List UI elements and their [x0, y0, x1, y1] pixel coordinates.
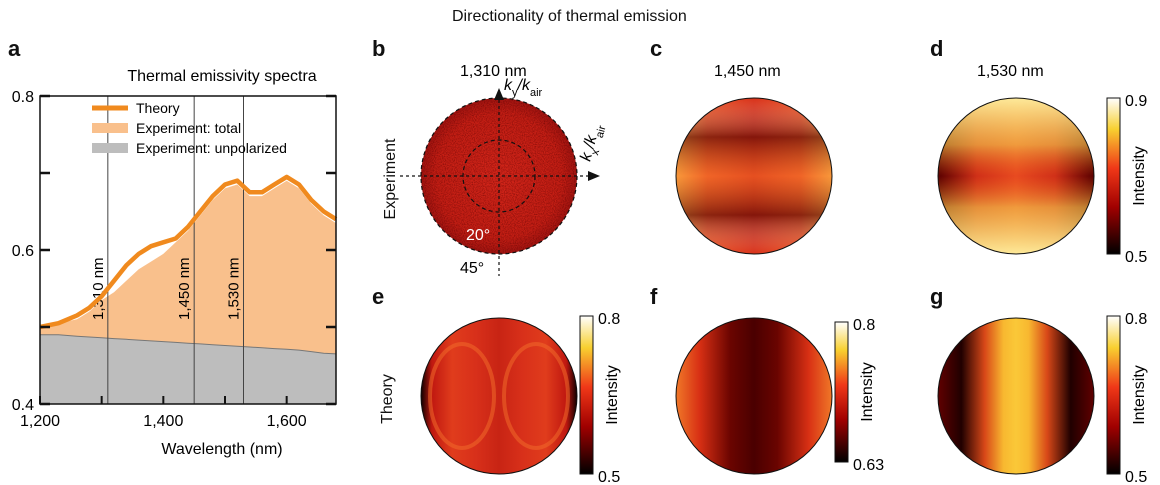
map-ring-e-right — [502, 342, 570, 450]
panel-d-wavelength: 1,530 nm — [977, 63, 1044, 80]
panel-label-a: a — [8, 36, 21, 61]
colorbar-g — [1106, 315, 1121, 475]
chart-legend: Theory Experiment: total Experiment: unp… — [92, 100, 287, 156]
colorbar-max-f: 0.8 — [853, 317, 875, 334]
series-theory-line — [39, 174, 338, 330]
wavelength-marker-label: 1,530 nm — [226, 257, 243, 320]
panel-label-b: b — [372, 36, 386, 61]
y-tick-label: 0.4 — [12, 397, 34, 414]
panel-label-e: e — [372, 284, 385, 309]
y-tick-label: 0.8 — [12, 89, 34, 106]
colorbar-min-g: 0.5 — [1125, 469, 1147, 485]
colorbar-min-e: 0.5 — [598, 469, 620, 485]
kx-arrow-icon — [588, 171, 600, 181]
wavelength-marker-label: 1,450 nm — [176, 257, 193, 320]
colorbar-label-d: Intensity — [1131, 146, 1148, 206]
y-tick-label: 0.6 — [12, 243, 34, 260]
colorbar-max-e: 0.8 — [598, 311, 620, 328]
colorbar-min-f: 0.63 — [853, 457, 884, 474]
map-edge-e — [420, 317, 578, 475]
colorbar-f — [834, 321, 849, 463]
panel-e-map — [420, 317, 578, 475]
colorbar-label-g: Intensity — [1131, 365, 1148, 425]
legend-swatch-experiment-unpolarized — [92, 143, 128, 153]
outer-angle-label: 45° — [460, 260, 484, 277]
colorbar-min-d: 0.5 — [1125, 249, 1147, 266]
x-tick-label: 1,400 — [143, 413, 183, 430]
kx-axis-label: kx/kair — [577, 121, 608, 164]
colorbar-max-d: 0.9 — [1125, 93, 1147, 110]
map-ring-e-left — [428, 342, 496, 450]
colorbar-label-e: Intensity — [604, 365, 621, 425]
colorbar-d — [1106, 97, 1121, 255]
x-tick-label: 1,600 — [267, 413, 307, 430]
map-disc-g — [938, 318, 1094, 474]
colorbar-e — [579, 315, 594, 475]
legend-label-theory: Theory — [136, 100, 180, 116]
panel-g-map — [937, 317, 1095, 475]
ky-arrow-icon — [494, 88, 504, 100]
panel-label-c: c — [650, 36, 663, 61]
legend-swatch-experiment-total — [92, 123, 128, 133]
legend-label-experiment-unpolarized: Experiment: unpolarized — [136, 140, 287, 156]
series-experiment-unpolarized-area — [39, 334, 337, 405]
x-axis-label: Wavelength (nm) — [161, 441, 282, 458]
map-disc-f — [676, 318, 832, 474]
colorbar-max-g: 0.8 — [1125, 311, 1147, 328]
map-edge-g — [937, 317, 1095, 475]
panel-label-g: g — [930, 284, 944, 309]
legend-label-experiment-total: Experiment: total — [136, 120, 241, 136]
panel-c-wavelength: 1,450 nm — [714, 63, 781, 80]
x-tick-label: 1,200 — [20, 413, 60, 430]
panel-b-wavelength: 1,310 nm — [460, 63, 527, 80]
panel-b-map — [400, 88, 600, 276]
map-edge-c — [675, 97, 833, 255]
panel-d-map — [937, 97, 1095, 255]
map-edge-d — [937, 97, 1095, 255]
map-shade-d — [938, 98, 1094, 254]
figure-title: Directionality of thermal emission — [452, 8, 687, 25]
colorbar-label-f: Intensity — [859, 362, 876, 422]
panel-label-d: d — [930, 36, 944, 61]
panel-label-f: f — [650, 284, 658, 309]
ky-axis-label: ky/kair — [504, 77, 543, 99]
chart-title: Thermal emissivity spectra — [127, 68, 316, 85]
panel-c-map — [675, 97, 833, 255]
map-edge-f — [675, 317, 833, 475]
inner-angle-label: 20° — [466, 227, 490, 244]
map-shade-c — [676, 98, 832, 254]
map-disc-e — [421, 318, 577, 474]
panel-f-map — [675, 317, 833, 475]
